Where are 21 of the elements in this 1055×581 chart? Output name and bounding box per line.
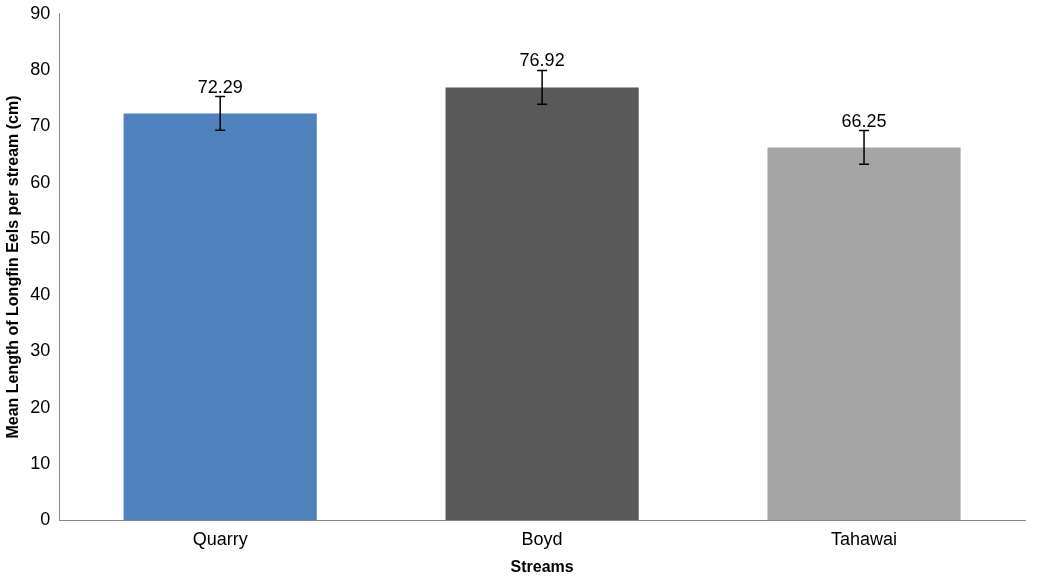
y-tick-label: 0 <box>40 509 51 530</box>
y-tick-label: 60 <box>30 171 51 192</box>
y-tick-label: 20 <box>30 396 51 417</box>
bar <box>123 113 317 521</box>
x-tick-label: Tahawai <box>831 528 898 549</box>
bar <box>767 147 961 521</box>
y-tick-label: 30 <box>30 340 51 361</box>
x-tick-label: Quarry <box>192 528 248 549</box>
y-tick-label: 90 <box>30 2 51 23</box>
data-label: 76.92 <box>519 50 565 71</box>
y-tick-label: 50 <box>30 227 51 248</box>
y-tick-label: 70 <box>30 115 51 136</box>
data-label: 66.25 <box>841 110 887 131</box>
x-axis-title: Streams <box>510 557 574 575</box>
y-tick-label: 10 <box>30 452 51 473</box>
y-axis-title: Mean Length of Longfin Eels per stream (cm) <box>4 95 22 439</box>
x-tick-label: Boyd <box>521 528 563 549</box>
bar <box>445 87 639 521</box>
y-tick-label: 40 <box>30 284 51 305</box>
data-label: 72.29 <box>197 76 243 97</box>
y-tick-label: 80 <box>30 59 51 80</box>
